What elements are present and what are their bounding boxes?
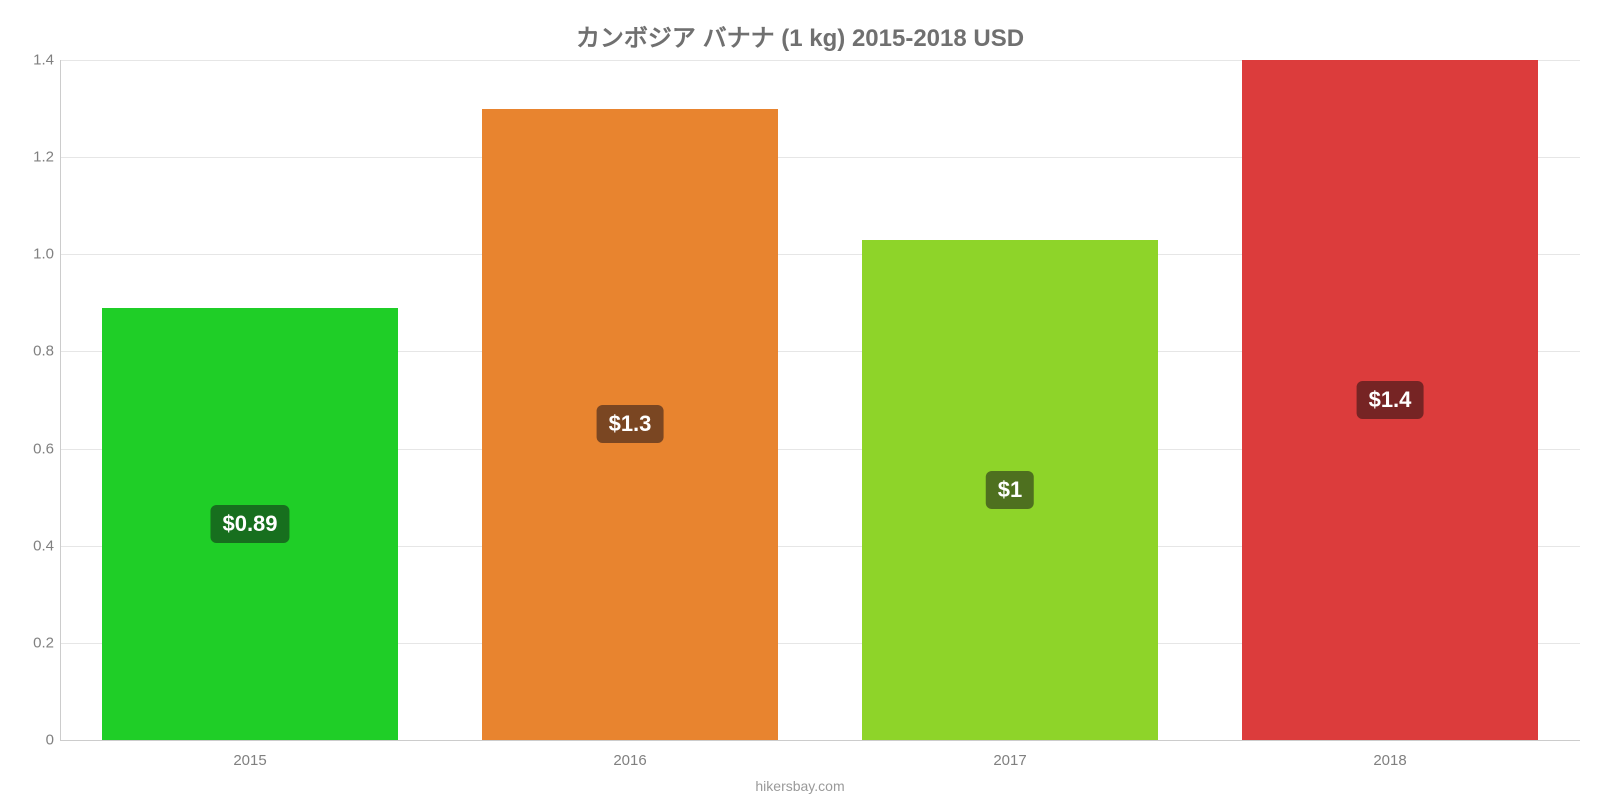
bar-value-label: $1.3 — [597, 405, 664, 443]
source-label: hikersbay.com — [0, 778, 1600, 794]
bar-value-label: $1 — [986, 471, 1034, 509]
x-tick-label: 2016 — [613, 752, 646, 769]
y-tick-label: 0.4 — [18, 537, 54, 554]
bar-chart: カンボジア バナナ (1 kg) 2015-2018 USD 00.20.40.… — [0, 0, 1600, 800]
y-tick-label: 1.4 — [18, 52, 54, 69]
x-tick-label: 2018 — [1373, 752, 1406, 769]
y-tick-label: 1.0 — [18, 246, 54, 263]
chart-title: カンボジア バナナ (1 kg) 2015-2018 USD — [0, 0, 1600, 53]
bar-value-label: $1.4 — [1357, 381, 1424, 419]
x-tick-label: 2015 — [233, 752, 266, 769]
x-tick-label: 2017 — [993, 752, 1026, 769]
x-axis-line — [60, 740, 1580, 741]
y-tick-label: 0.2 — [18, 634, 54, 651]
y-tick-label: 1.2 — [18, 149, 54, 166]
y-tick-label: 0.6 — [18, 440, 54, 457]
y-axis-line — [60, 60, 61, 740]
y-tick-label: 0 — [18, 732, 54, 749]
bar-value-label: $0.89 — [210, 505, 289, 543]
plot-area: 00.20.40.60.81.01.21.4$0.892015$1.32016$… — [60, 60, 1580, 740]
y-tick-label: 0.8 — [18, 343, 54, 360]
